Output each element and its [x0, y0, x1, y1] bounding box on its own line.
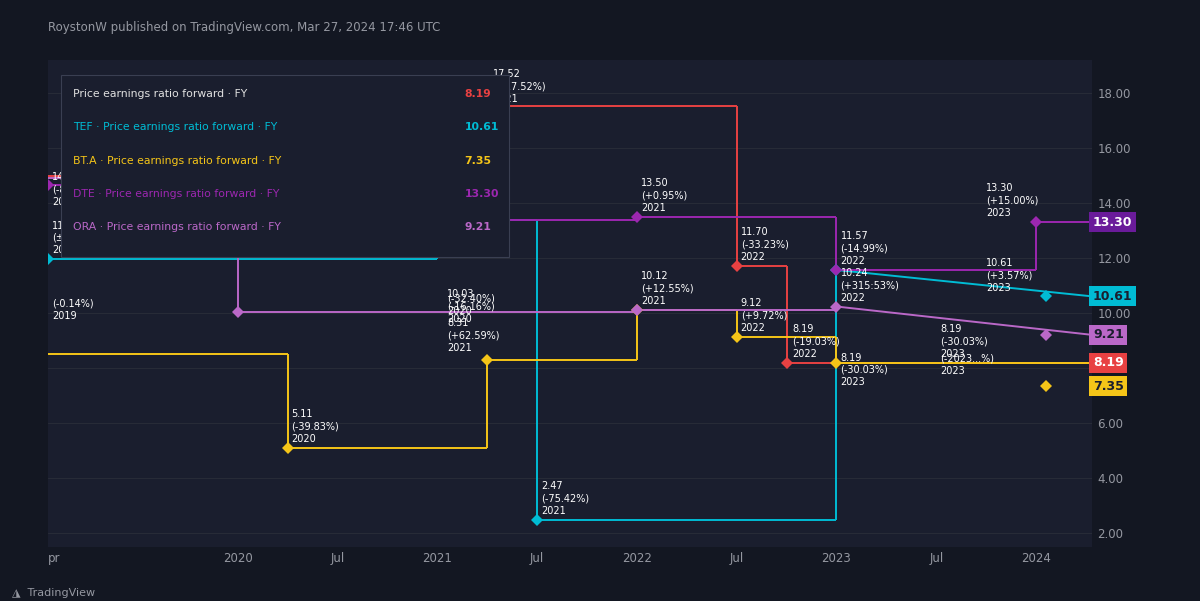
Text: 10.61: 10.61	[464, 123, 499, 132]
Text: BT.A · Price earnings ratio forward · FY: BT.A · Price earnings ratio forward · FY	[73, 156, 281, 165]
Text: 10.61: 10.61	[1093, 290, 1133, 303]
Text: 8.19
(-19.03%)
2022: 8.19 (-19.03%) 2022	[792, 324, 840, 359]
Text: 8.19: 8.19	[464, 89, 491, 99]
Text: DTE · Price earnings ratio forward · FY: DTE · Price earnings ratio forward · FY	[73, 189, 280, 199]
Text: 9.21: 9.21	[464, 222, 492, 232]
Text: 8.19
(-30.03%)
2023: 8.19 (-30.03%) 2023	[840, 353, 888, 388]
Text: 13.50
(+0.95%)
2021: 13.50 (+0.95%) 2021	[641, 178, 688, 213]
Text: 11.70
(-33.23%)
2022: 11.70 (-33.23%) 2022	[740, 227, 788, 262]
Text: Price earnings ratio forward · FY: Price earnings ratio forward · FY	[73, 89, 247, 99]
Text: 10.12
(+12.55%)
2021: 10.12 (+12.55%) 2021	[641, 272, 694, 307]
Text: 8.19
(-30.03%)
2023: 8.19 (-30.03%) 2023	[941, 324, 988, 359]
Text: 10.61
(+3.57%)
2023: 10.61 (+3.57%) 2023	[986, 258, 1032, 293]
Text: 14.91
(+1.05%)
2020: 14.91 (+1.05%) 2020	[241, 139, 288, 174]
Text: 14.67
(-8.06%)
2019: 14.67 (-8.06%) 2019	[52, 172, 94, 207]
Text: 9.21: 9.21	[1093, 328, 1124, 341]
Text: (-0.14%)
2019: (-0.14%) 2019	[52, 299, 94, 322]
FancyBboxPatch shape	[60, 75, 510, 257]
Text: 8.19: 8.19	[1093, 356, 1123, 370]
Text: 10.03
(-16.16%)
2020: 10.03 (-16.16%) 2020	[448, 289, 494, 324]
Text: 13.30
(+15.00%)
2023: 13.30 (+15.00%) 2023	[986, 183, 1038, 218]
Text: 5.11
(-39.83%)
2020: 5.11 (-39.83%) 2020	[292, 409, 340, 444]
Text: TEF · Price earnings ratio forward · FY: TEF · Price earnings ratio forward · FY	[73, 123, 277, 132]
Text: 13.30: 13.30	[1093, 216, 1133, 229]
Text: ORA · Price earnings ratio forward · FY: ORA · Price earnings ratio forward · FY	[73, 222, 281, 232]
Text: 17.52
(+17.52%)
2021: 17.52 (+17.52%) 2021	[493, 69, 546, 104]
Text: 7.35: 7.35	[464, 156, 492, 165]
Text: (-2023...%)
2023: (-2023...%) 2023	[941, 354, 995, 376]
Text: 13.30: 13.30	[464, 189, 499, 199]
Text: (-32.40%)
2020
8.31
(+62.59%)
2021: (-32.40%) 2020 8.31 (+62.59%) 2021	[448, 293, 499, 353]
Text: 11.96
(±13.85%)
2019: 11.96 (±13.85%) 2019	[52, 221, 104, 255]
Text: 10.24
(+315:53%)
2022: 10.24 (+315:53%) 2022	[840, 268, 899, 303]
Text: 2.47
(-75.42%)
2021: 2.47 (-75.42%) 2021	[541, 481, 589, 516]
Text: RoystonW published on TradingView.com, Mar 27, 2024 17:46 UTC: RoystonW published on TradingView.com, M…	[48, 21, 440, 34]
Text: ◮  TradingView: ◮ TradingView	[12, 588, 95, 598]
Text: 13.37
(-8.87%)
2020: 13.37 (-8.87%) 2020	[442, 181, 482, 216]
Text: 11.57
(-14.99%)
2022: 11.57 (-14.99%) 2022	[840, 231, 888, 266]
Text: 9.12
(+9.72%)
2022: 9.12 (+9.72%) 2022	[740, 299, 787, 333]
Text: 7.35: 7.35	[1093, 379, 1124, 392]
